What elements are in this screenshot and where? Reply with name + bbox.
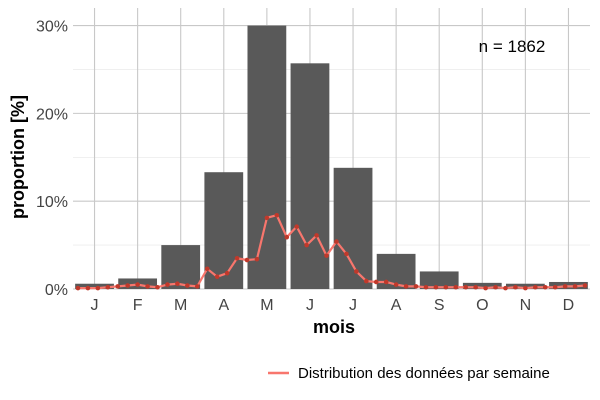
weekly-point <box>344 251 349 257</box>
weekly-point <box>513 284 518 290</box>
bars <box>75 25 588 290</box>
weekly-point <box>473 284 478 290</box>
bar-7 <box>333 167 373 289</box>
x-tick-label: F <box>133 297 143 314</box>
weekly-point <box>224 270 230 276</box>
y-tick-label: 0% <box>45 282 68 299</box>
bar-9 <box>419 271 459 289</box>
x-tick-label: M <box>174 297 187 314</box>
weekly-point <box>572 284 578 289</box>
weekly-point <box>155 284 160 290</box>
weekly-point <box>264 215 270 221</box>
weekly-point <box>115 284 121 289</box>
legend-label: Distribution des données par semaine <box>298 365 550 382</box>
y-tick-label: 20% <box>36 106 68 123</box>
y-axis-title: proportion [%] <box>8 95 28 219</box>
x-tick-label: J <box>91 297 99 314</box>
weekly-point <box>453 284 459 290</box>
weekly-point <box>552 284 558 290</box>
weekly-line <box>75 212 588 291</box>
weekly-point <box>413 284 419 289</box>
weekly-point <box>204 266 210 272</box>
x-tick-label: O <box>476 297 488 314</box>
legend: Distribution des données par semaine <box>268 365 550 382</box>
sample-size-annotation: n = 1862 <box>479 37 546 56</box>
weekly-point <box>383 279 389 285</box>
x-tick-label: D <box>563 297 575 314</box>
x-tick-label: A <box>391 297 402 314</box>
y-tick-label: 10% <box>36 194 68 211</box>
bar-5 <box>247 25 287 289</box>
bar-1 <box>75 283 114 289</box>
weekly-point <box>185 283 190 288</box>
weekly-point <box>85 285 91 291</box>
x-tick-label: S <box>434 297 445 314</box>
weekly-point <box>483 285 488 291</box>
bar-3 <box>161 245 201 289</box>
weekly-point <box>234 255 240 261</box>
weekly-point <box>165 282 170 287</box>
weekly-point <box>75 285 81 291</box>
weekly-point <box>294 224 300 229</box>
weekly-point <box>244 257 250 263</box>
weekly-point <box>542 284 548 290</box>
gridlines <box>73 8 590 290</box>
weekly-point <box>403 284 409 289</box>
weekly-point <box>423 284 429 290</box>
x-tick-label: M <box>260 297 273 314</box>
weekly-point <box>334 239 339 244</box>
weekly-point <box>125 283 130 288</box>
weekly-point <box>533 284 538 290</box>
x-tick-label: J <box>306 297 314 314</box>
bar-10 <box>462 282 502 289</box>
bar-4 <box>204 172 244 289</box>
weekly-point <box>314 233 319 238</box>
weekly-point <box>373 279 379 285</box>
x-tick-label: J <box>349 297 357 314</box>
weekly-point <box>493 284 498 290</box>
weekly-line-path <box>77 214 586 290</box>
weekly-point <box>324 253 329 258</box>
y-axis-ticks: 0% 10% 20% 30% <box>36 19 68 299</box>
weekly-point <box>214 274 220 280</box>
plot-panel <box>73 8 590 289</box>
weekly-point <box>274 212 280 218</box>
weekly-point <box>562 284 568 289</box>
bar-6 <box>290 63 330 290</box>
weekly-point <box>194 284 200 289</box>
weekly-point <box>354 269 359 274</box>
weekly-point <box>304 242 309 248</box>
weekly-point <box>95 285 101 291</box>
weekly-point <box>523 285 528 291</box>
weekly-point <box>393 282 399 287</box>
weekly-point <box>503 285 508 291</box>
x-axis-title: mois <box>313 317 355 337</box>
x-tick-label: A <box>218 297 229 314</box>
weekly-point <box>254 256 260 262</box>
weekly-point <box>105 284 111 290</box>
weekly-point <box>363 278 369 284</box>
weekly-point <box>175 281 180 287</box>
y-tick-label: 30% <box>36 19 68 36</box>
weekly-point <box>463 284 469 290</box>
weekly-point <box>433 284 439 290</box>
weekly-point <box>135 282 140 287</box>
x-tick-label: N <box>520 297 532 314</box>
weekly-point <box>145 284 150 289</box>
weekly-point <box>284 234 290 240</box>
weekly-point <box>443 284 449 290</box>
weekly-point <box>582 283 588 288</box>
